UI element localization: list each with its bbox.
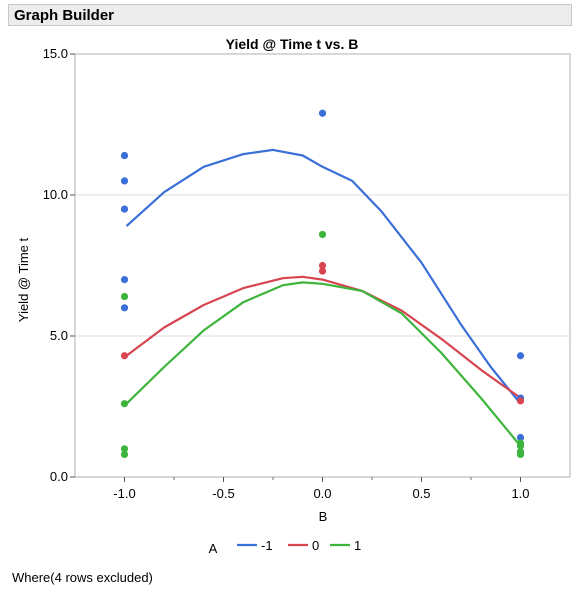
data-point: [516, 352, 525, 360]
data-point: [120, 276, 129, 284]
smoother-lines: [125, 148, 522, 447]
data-point: [120, 205, 129, 213]
graph-builder-header: Graph Builder: [8, 4, 572, 26]
data-point: [120, 292, 129, 301]
legend-label: 0: [312, 538, 319, 553]
y-tick-label: 5.0: [50, 328, 68, 343]
y-tick-label: 10.0: [43, 187, 68, 202]
legend-label: 1: [354, 538, 361, 553]
x-tick-label: 0.0: [313, 486, 331, 501]
data-point: [516, 397, 525, 405]
x-tick-label: 1.0: [511, 486, 529, 501]
y-tick-label: 0.0: [50, 469, 68, 484]
data-points: [120, 109, 525, 459]
data-point: [120, 450, 129, 459]
x-axis-label: B: [319, 509, 328, 524]
grid-lines: [75, 194, 570, 337]
graph-builder-title: Graph Builder: [14, 7, 115, 24]
x-tick-label: -1.0: [113, 486, 135, 501]
smoother-line-3: [125, 281, 522, 447]
smoother-line-2: [125, 275, 522, 399]
data-point: [318, 267, 327, 275]
data-point: [318, 230, 327, 239]
smoother-line-1: [125, 148, 522, 405]
data-point: [318, 109, 327, 117]
legend: -1 0 1: [237, 538, 361, 553]
data-point: [516, 442, 525, 450]
legend-title: A: [209, 541, 218, 556]
data-point: [318, 261, 327, 270]
data-point: [516, 433, 525, 442]
data-point: [120, 400, 129, 408]
legend-label: -1: [261, 538, 273, 553]
chart-title: Yield @ Time t vs. B: [226, 36, 359, 52]
x-tick-label: 0.5: [412, 486, 430, 501]
y-tick-label: 15.0: [43, 46, 68, 61]
data-point: [120, 177, 129, 185]
data-point: [516, 450, 525, 459]
x-tick-label: -0.5: [212, 486, 234, 501]
where-note: Where(4 rows excluded): [12, 570, 153, 585]
y-axis-label: Yield @ Time t: [16, 237, 31, 322]
data-point: [120, 445, 129, 453]
y-axis: 0.0 5.0 10.0 15.0: [43, 46, 75, 484]
x-axis: -1.0 -0.5 0.0 0.5 1.0: [113, 477, 530, 501]
data-point: [120, 352, 129, 360]
data-point: [120, 151, 129, 160]
data-point: [120, 304, 129, 312]
